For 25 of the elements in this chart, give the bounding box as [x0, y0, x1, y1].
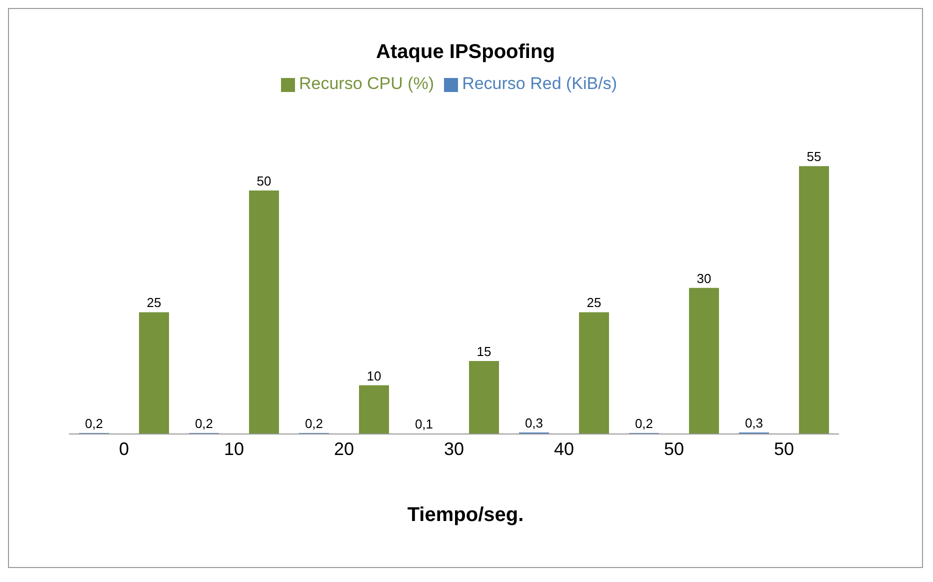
data-label: 0,1: [414, 416, 434, 432]
x-tick-label: 50: [774, 438, 794, 459]
data-label: 0,2: [304, 416, 324, 432]
data-label: 10: [366, 368, 382, 384]
legend-label: Recurso Red (KiB/s): [462, 74, 618, 93]
x-tick-label: 40: [554, 438, 574, 459]
data-label: 0,2: [84, 416, 104, 432]
x-tick-label: 0: [118, 438, 130, 459]
data-label: 0,3: [524, 416, 544, 431]
x-tick-label: 20: [334, 438, 354, 459]
data-label: 30: [696, 270, 712, 286]
x-axis-title: Tiempo/seg.: [406, 504, 525, 527]
legend-label: Recurso CPU (%): [298, 74, 434, 93]
data-label: 50: [256, 173, 272, 188]
data-label: 25: [586, 295, 602, 310]
x-tick-label: 50: [664, 438, 684, 459]
data-label: 55: [806, 149, 822, 164]
x-tick-label: 30: [444, 438, 464, 459]
data-label: 0,3: [744, 416, 764, 431]
data-label: 15: [476, 344, 492, 359]
data-label: 0,2: [194, 416, 214, 432]
data-label: 25: [146, 295, 162, 310]
x-tick-label: 10: [224, 438, 244, 459]
data-label: 0,2: [634, 416, 654, 432]
chart-title: Ataque IPSpoofing: [375, 41, 556, 64]
